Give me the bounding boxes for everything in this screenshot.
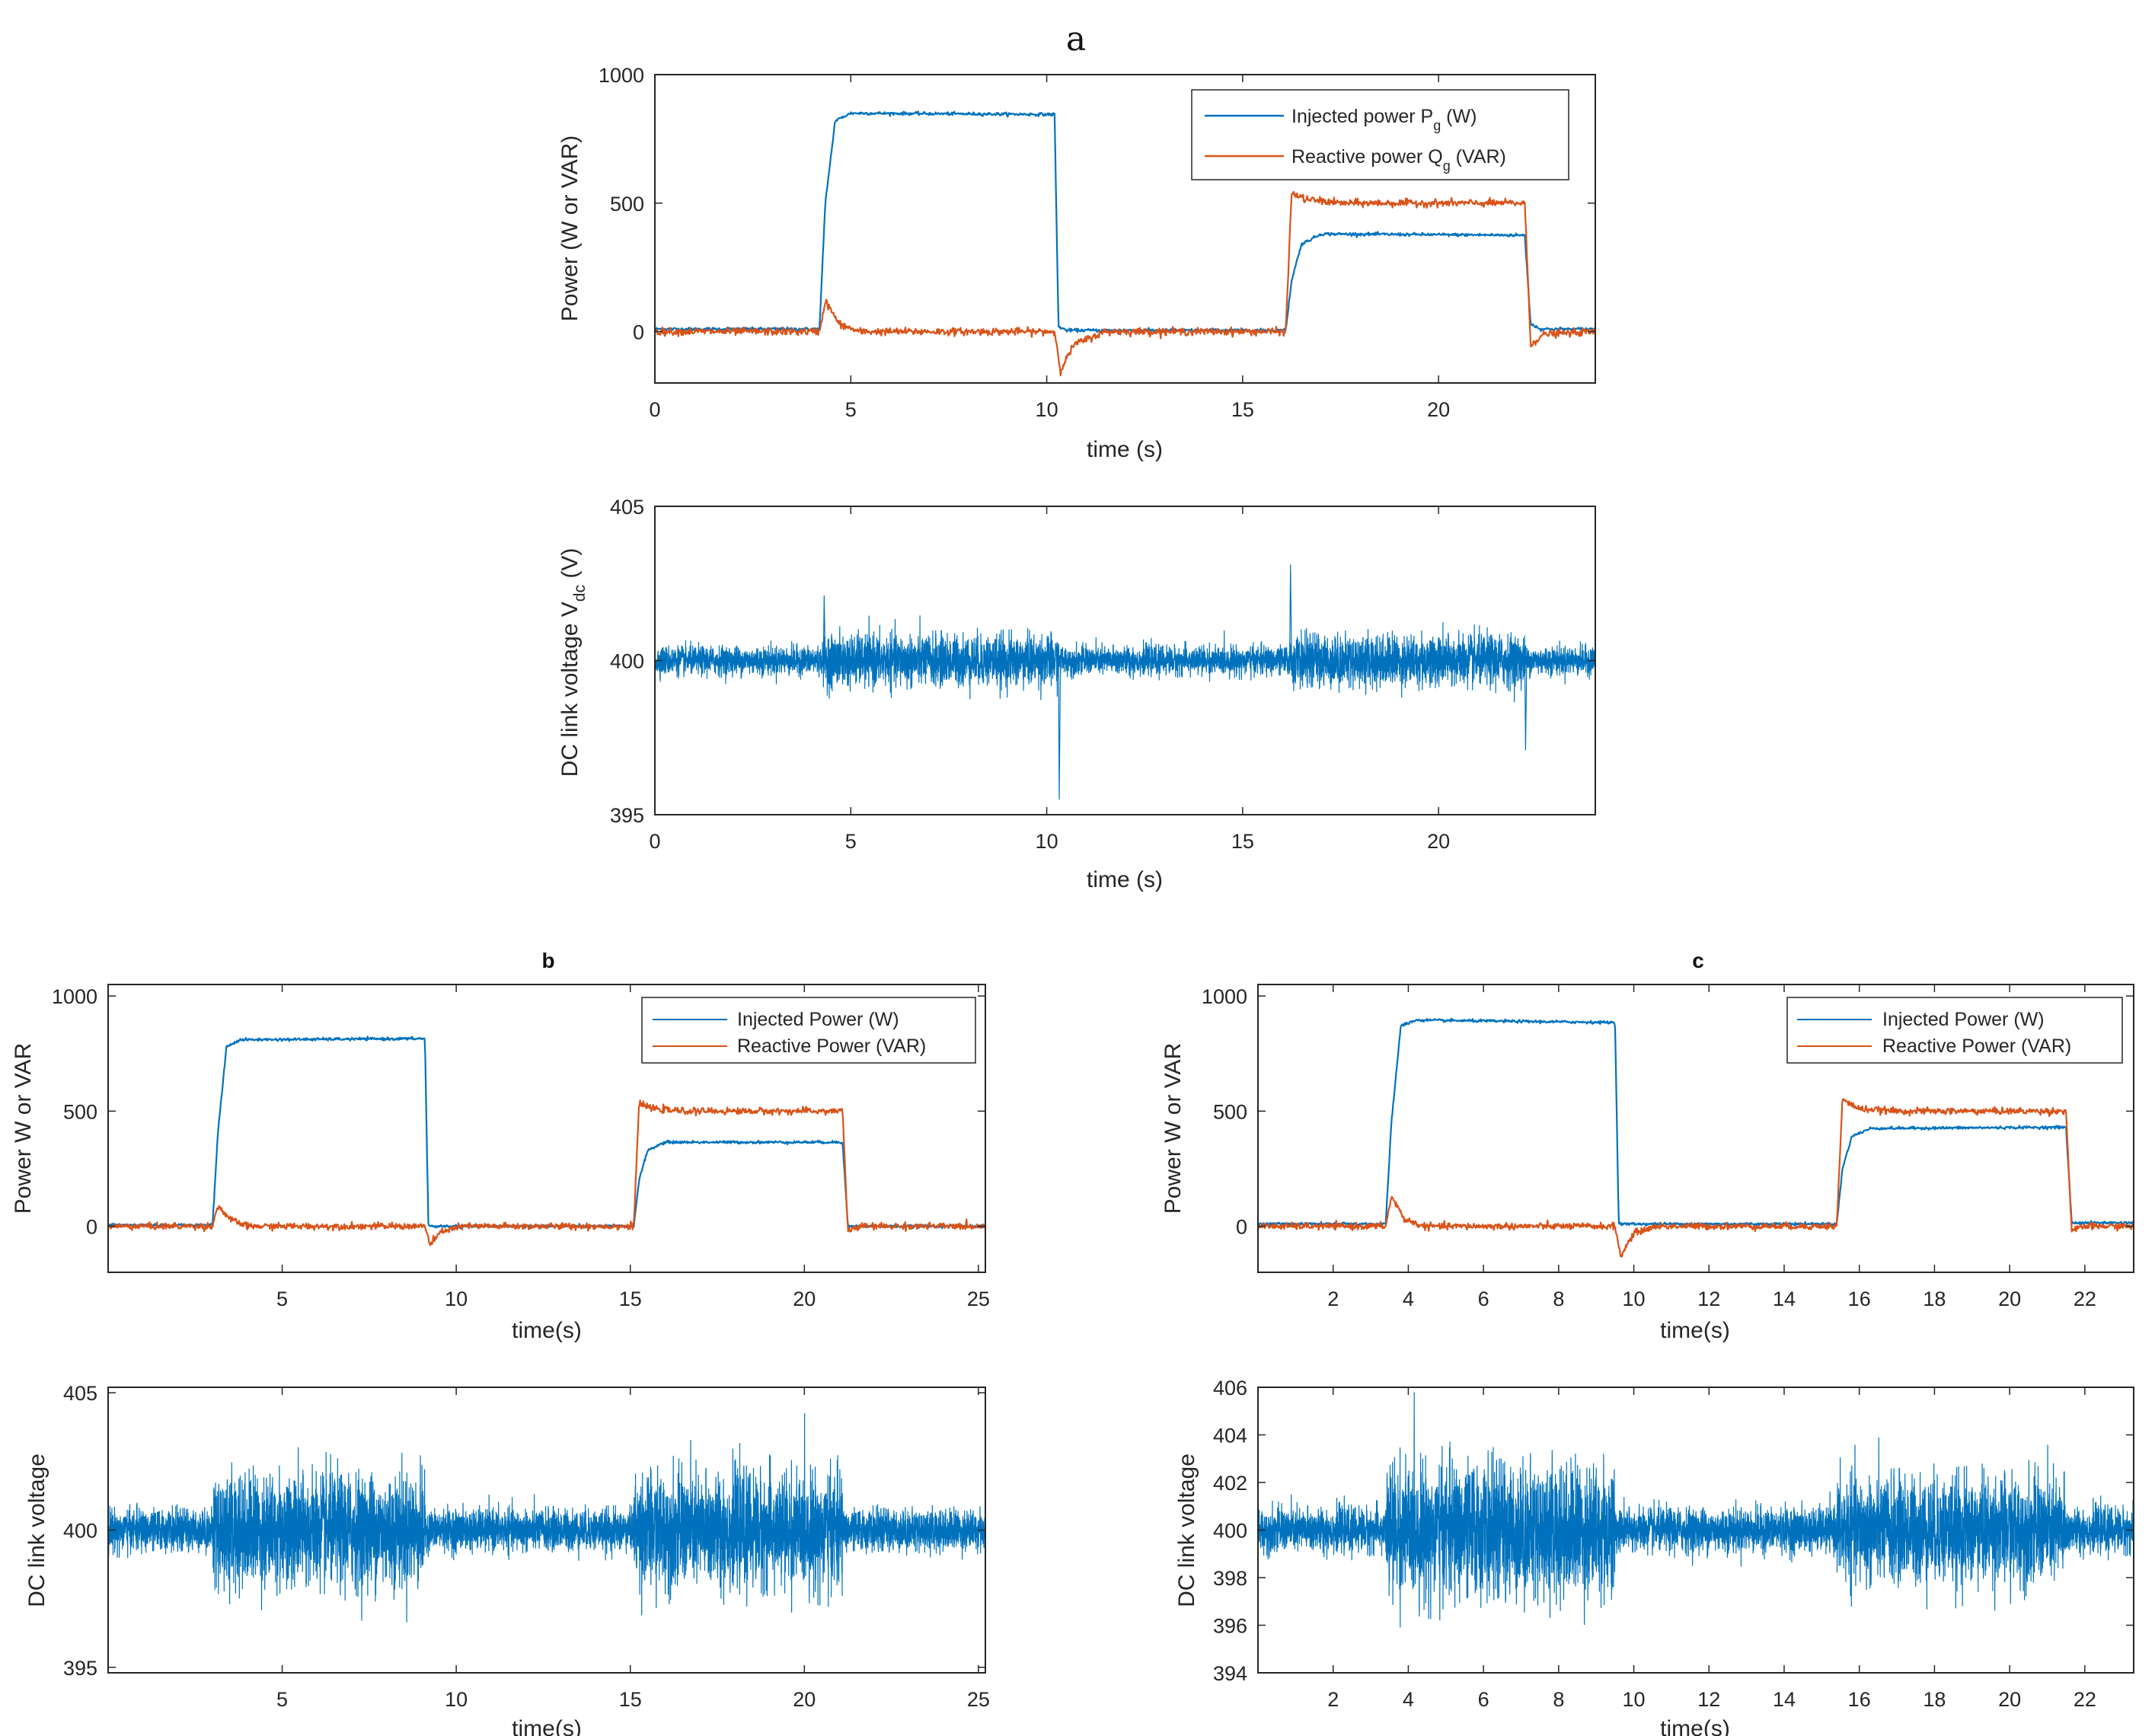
x-tick-label: 0 bbox=[649, 398, 660, 421]
x-tick-label: 20 bbox=[793, 1688, 816, 1711]
x-tick-label: 15 bbox=[1231, 830, 1254, 853]
y-tick-label: 405 bbox=[63, 1382, 97, 1405]
x-tick-label: 14 bbox=[1773, 1688, 1796, 1711]
x-tick-label: 2 bbox=[1327, 1288, 1339, 1310]
x-tick-label: 10 bbox=[445, 1688, 468, 1711]
y-tick-label: 0 bbox=[633, 321, 644, 344]
legend-entry-injected: Injected Power (W) bbox=[737, 1009, 899, 1030]
x-tick-label: 15 bbox=[619, 1288, 642, 1310]
x-tick-label: 14 bbox=[1773, 1288, 1796, 1310]
x-tick-label: 16 bbox=[1848, 1688, 1871, 1711]
x-tick-label: 22 bbox=[2074, 1688, 2096, 1711]
x-axis-label: time(s) bbox=[512, 1716, 582, 1736]
x-tick-label: 15 bbox=[1231, 398, 1254, 421]
x-tick-label: 10 bbox=[1623, 1688, 1646, 1711]
y-tick-label: 402 bbox=[1213, 1472, 1247, 1495]
x-axis-label: time(s) bbox=[1660, 1716, 1730, 1736]
panel-c-title: c bbox=[1692, 949, 1704, 972]
y-tick-label: 400 bbox=[63, 1520, 97, 1543]
y-tick-label: 395 bbox=[63, 1657, 97, 1680]
x-tick-label: 12 bbox=[1697, 1288, 1720, 1310]
x-tick-label: 5 bbox=[845, 830, 857, 853]
y-tick-label: 404 bbox=[1213, 1425, 1247, 1447]
panel-b-power-plot: 5 10 15 20 25 0 500 1000 time(s) Power W or VA… bbox=[11, 984, 990, 1343]
x-tick-label: 6 bbox=[1478, 1688, 1489, 1711]
y-tick-label: 500 bbox=[610, 193, 644, 215]
legend-entry-reactive: Reactive Power (VAR) bbox=[1882, 1036, 2071, 1057]
y-axis-label: Power W or VAR bbox=[11, 1043, 36, 1214]
x-axis-label: time (s) bbox=[1087, 437, 1163, 462]
y-tick-label: 406 bbox=[1213, 1377, 1247, 1399]
y-tick-label: 394 bbox=[1213, 1662, 1247, 1685]
x-tick-label: 25 bbox=[967, 1688, 990, 1711]
y-tick-label: 400 bbox=[1213, 1520, 1247, 1543]
x-tick-label: 20 bbox=[1998, 1688, 2021, 1711]
x-tick-label: 20 bbox=[1998, 1288, 2021, 1310]
y-axis-label: Power (W or VAR) bbox=[557, 136, 583, 321]
x-tick-label: 10 bbox=[1036, 830, 1058, 853]
x-tick-label: 5 bbox=[845, 398, 857, 421]
x-tick-label: 8 bbox=[1553, 1688, 1564, 1711]
x-tick-label: 2 bbox=[1327, 1688, 1339, 1711]
figure: a b c 0 5 10 15 20 05001000 time (s) Power (… bbox=[0, 0, 2155, 1736]
y-axis-label: Power W or VAR bbox=[1161, 1043, 1186, 1214]
y-axis-label: DC link voltage bbox=[1174, 1454, 1199, 1607]
x-tick-label: 10 bbox=[1623, 1288, 1646, 1310]
legend: Injected power Pg (W) Reactive power Qg … bbox=[1192, 90, 1569, 180]
x-tick-label: 10 bbox=[1036, 398, 1058, 421]
x-axis-label: time(s) bbox=[512, 1318, 582, 1343]
x-tick-label: 15 bbox=[619, 1688, 642, 1711]
x-tick-label: 5 bbox=[276, 1288, 288, 1310]
y-tick-label: 405 bbox=[610, 496, 644, 519]
y-tick-label: 1000 bbox=[599, 64, 644, 87]
x-tick-label: 25 bbox=[967, 1288, 990, 1310]
y-tick-label: 1000 bbox=[52, 985, 97, 1008]
x-tick-label: 18 bbox=[1923, 1288, 1946, 1310]
x-axis-label: time(s) bbox=[1660, 1318, 1730, 1343]
x-tick-label: 0 bbox=[649, 830, 660, 853]
y-tick-label: 0 bbox=[86, 1216, 97, 1239]
legend-entry-reactive: Reactive Power (VAR) bbox=[737, 1036, 926, 1057]
y-tick-label: 396 bbox=[1213, 1615, 1247, 1638]
y-axis-label: DC link voltage Vdc (V) bbox=[557, 548, 589, 777]
panel-a-title: a bbox=[1066, 20, 1086, 59]
panel-a-power-plot: 0 5 10 15 20 0 500 1000 time (s) Power (W or V… bbox=[557, 64, 1595, 462]
x-tick-label: 4 bbox=[1403, 1288, 1414, 1310]
x-tick-label: 8 bbox=[1553, 1288, 1564, 1310]
legend: Injected Power (W) Reactive Power (VAR) bbox=[642, 997, 975, 1063]
y-tick-label: 500 bbox=[63, 1100, 97, 1123]
x-tick-label: 20 bbox=[793, 1288, 816, 1310]
x-tick-label: 5 bbox=[276, 1688, 288, 1711]
x-tick-label: 18 bbox=[1923, 1688, 1946, 1711]
panel-c-dc-voltage-plot: 2 4 6 8 10 12 14 16 18 20 22 394 396 398 400 402 404 406… bbox=[1174, 1377, 2134, 1736]
x-tick-label: 10 bbox=[445, 1288, 468, 1310]
legend-entry-injected: Injected Power (W) bbox=[1882, 1009, 2045, 1030]
y-tick-label: 1000 bbox=[1202, 985, 1247, 1008]
x-tick-label: 20 bbox=[1427, 398, 1450, 421]
x-tick-label: 16 bbox=[1848, 1288, 1871, 1310]
y-tick-label: 0 bbox=[1236, 1216, 1247, 1239]
x-tick-label: 4 bbox=[1403, 1688, 1414, 1711]
x-tick-label: 22 bbox=[2074, 1288, 2096, 1310]
y-tick-label: 398 bbox=[1213, 1567, 1247, 1590]
x-axis-label: time (s) bbox=[1087, 867, 1163, 892]
panel-b-dc-voltage-plot: 5 10 15 20 25 395 400 405 time(s) DC link volt… bbox=[24, 1382, 990, 1736]
panel-c-power-plot: 2 4 6 8 10 12 14 16 18 20 22 0 500 1000 time(s) Powe… bbox=[1161, 984, 2134, 1343]
x-tick-label: 20 bbox=[1427, 830, 1450, 853]
y-tick-label: 400 bbox=[610, 650, 644, 673]
panel-a-dc-voltage-plot: 0 5 10 15 20 395 400 405 time (s) DC link volt… bbox=[557, 496, 1595, 892]
panel-b-title: b bbox=[541, 949, 554, 972]
x-tick-label: 6 bbox=[1478, 1288, 1489, 1310]
y-tick-label: 395 bbox=[610, 804, 644, 827]
legend: Injected Power (W) Reactive Power (VAR) bbox=[1787, 997, 2122, 1063]
x-tick-label: 12 bbox=[1697, 1688, 1720, 1711]
y-tick-label: 500 bbox=[1213, 1100, 1247, 1123]
y-axis-label: DC link voltage bbox=[24, 1454, 49, 1607]
